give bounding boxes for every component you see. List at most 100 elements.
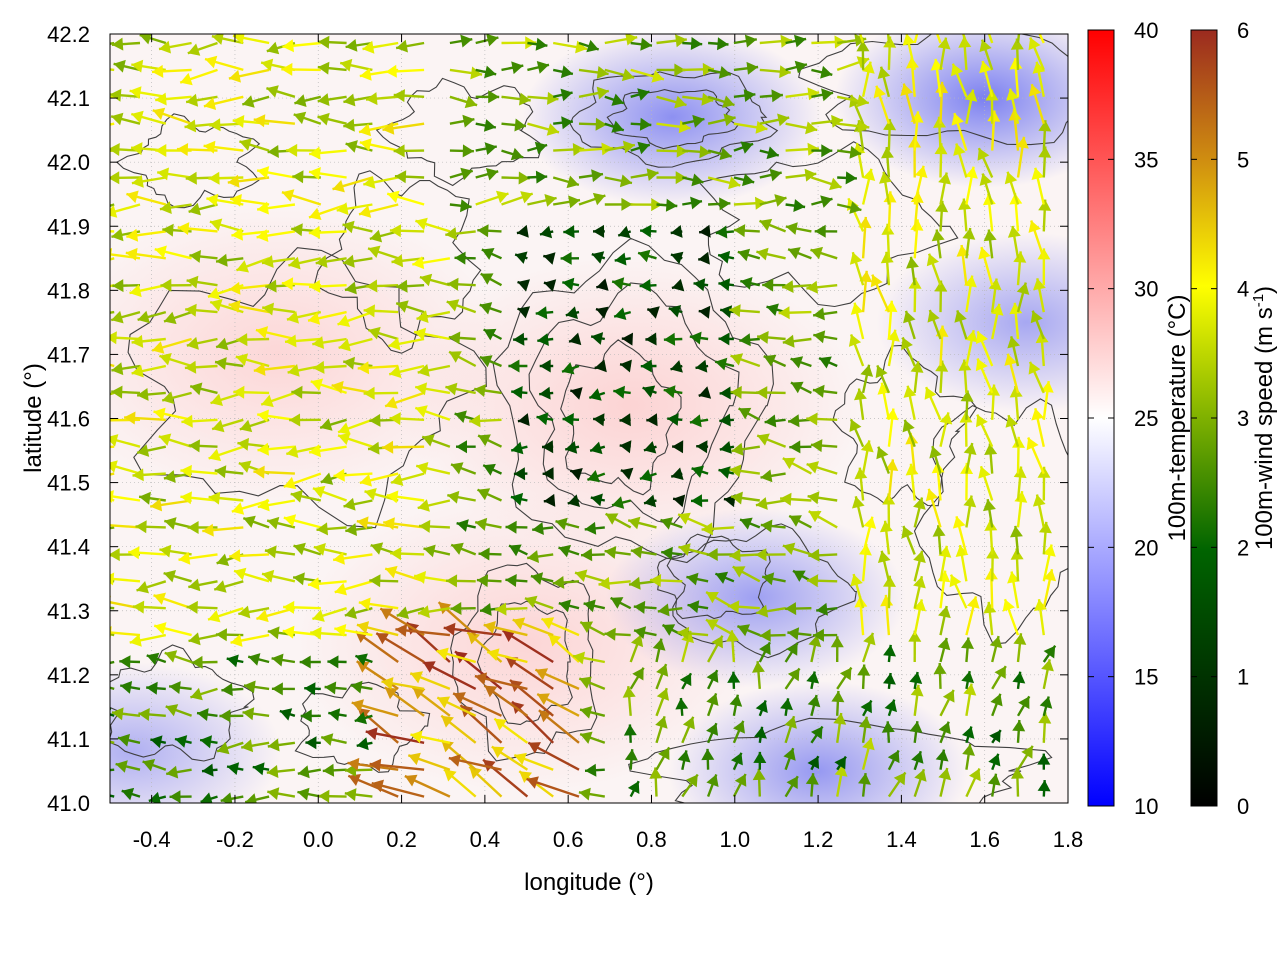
wind-vector-head bbox=[877, 550, 891, 563]
wind-vector-head bbox=[477, 488, 491, 501]
wind-vector-head bbox=[806, 280, 818, 294]
wind-vector-head bbox=[656, 688, 669, 701]
wind-vector-head bbox=[689, 331, 702, 345]
wind-vector-head bbox=[211, 34, 224, 45]
temp-cool-mid-east bbox=[605, 507, 906, 688]
wind-vector-head bbox=[414, 571, 426, 584]
wind-vector-head bbox=[977, 148, 990, 161]
wind-vector-head bbox=[881, 11, 894, 22]
wind-vector-head bbox=[909, 672, 923, 684]
wind-vector-head bbox=[485, 168, 499, 181]
wind-vector-head bbox=[279, 708, 293, 721]
wind-vector-head bbox=[958, 359, 972, 371]
wind-vector-head bbox=[164, 650, 178, 663]
wind-vector-head bbox=[163, 570, 176, 583]
wind-vector-head bbox=[595, 117, 607, 131]
wind-vector-head bbox=[290, 489, 303, 503]
wind-vector-head bbox=[593, 413, 605, 427]
wind-vector-head bbox=[662, 624, 676, 636]
wind-vector-head bbox=[624, 749, 638, 761]
wind-vector-head bbox=[1016, 282, 1030, 295]
wind-vector-head bbox=[1038, 120, 1052, 132]
wind-vector-head bbox=[288, 256, 301, 270]
wind-vector-head bbox=[546, 123, 559, 136]
wind-vector-head bbox=[808, 511, 822, 523]
wind-vector-head bbox=[848, 334, 862, 347]
wind-vector-head bbox=[243, 515, 256, 528]
wind-vector-head bbox=[737, 248, 751, 262]
wind-vector-head bbox=[649, 767, 663, 779]
wind-vector-head bbox=[368, 441, 380, 455]
wind-vector-head bbox=[165, 704, 179, 717]
wind-vector-head bbox=[184, 360, 197, 374]
wind-vector-head bbox=[612, 277, 625, 291]
wind-speed-colorbar-tick-label: 4 bbox=[1237, 277, 1249, 302]
wind-vector-head bbox=[453, 692, 466, 704]
wind-vector-head bbox=[226, 654, 239, 668]
x-tick-label: 1.0 bbox=[719, 827, 750, 852]
wind-vector-head bbox=[622, 140, 635, 154]
wind-vector-head bbox=[480, 273, 494, 285]
wind-vector-head bbox=[782, 280, 794, 293]
wind-vector-head bbox=[450, 602, 462, 615]
wind-vector-head bbox=[860, 364, 874, 377]
wind-vector-head bbox=[449, 351, 462, 363]
wind-vector-head bbox=[537, 333, 549, 346]
wind-vector-head bbox=[186, 336, 199, 350]
wind-vector-head bbox=[229, 549, 241, 563]
contour-line bbox=[606, 89, 739, 150]
wind-vector-head bbox=[253, 114, 266, 128]
wind-vector-head bbox=[821, 144, 833, 158]
wind-vector-head bbox=[437, 696, 451, 709]
wind-vector-head bbox=[159, 353, 172, 366]
wind-vector-head bbox=[512, 701, 525, 714]
wind-vector-head bbox=[257, 166, 270, 179]
wind-vector-head bbox=[598, 576, 611, 590]
wind-vector-head bbox=[234, 567, 247, 581]
wind-vector-head bbox=[701, 748, 715, 761]
x-tick-label: 0.8 bbox=[636, 827, 667, 852]
wind-vector-head bbox=[185, 303, 197, 317]
wind-vector-head bbox=[135, 520, 147, 534]
wind-vector-head bbox=[753, 751, 767, 763]
wind-vector-head bbox=[261, 255, 274, 268]
wind-vector-head bbox=[862, 738, 875, 751]
wind-vector-head bbox=[614, 252, 627, 266]
wind-vector-head bbox=[829, 177, 842, 191]
wind-vector-head bbox=[530, 572, 544, 585]
wind-vector-head bbox=[979, 39, 992, 53]
wind-vector-head bbox=[297, 765, 310, 779]
wind-vector-head bbox=[788, 247, 801, 260]
contour-line bbox=[832, 344, 978, 507]
wind-vector-head bbox=[771, 89, 783, 103]
wind-vector-head bbox=[88, 573, 100, 586]
wind-vector-head bbox=[764, 414, 777, 428]
wind-vector-head bbox=[718, 250, 731, 264]
wind-vector-head bbox=[901, 526, 914, 539]
wind-vector-head bbox=[596, 278, 609, 291]
wind-vector-head bbox=[987, 773, 1001, 786]
wind-vector-head bbox=[217, 741, 230, 755]
wind-vector-head bbox=[591, 169, 603, 183]
wind-vector-head bbox=[794, 34, 807, 48]
wind-vector-head bbox=[388, 337, 401, 351]
x-tick-label: 1.2 bbox=[803, 827, 834, 852]
wind-vector-head bbox=[231, 227, 243, 241]
wind-vector-head bbox=[356, 737, 369, 751]
temp-cool-northeast bbox=[834, 34, 1068, 189]
wind-vector-head bbox=[129, 86, 142, 99]
wind-vector-head bbox=[706, 619, 719, 631]
wind-vector-head bbox=[137, 444, 150, 457]
wind-vector-head bbox=[884, 699, 897, 713]
wind-vector-head bbox=[619, 174, 632, 188]
wind-vector-head bbox=[860, 700, 872, 714]
wind-vector-head bbox=[443, 622, 456, 636]
wind-vector-head bbox=[1009, 386, 1023, 398]
wind-vector-head bbox=[883, 644, 896, 657]
wind-vector-head bbox=[691, 465, 704, 478]
wind-vector-head bbox=[755, 497, 768, 510]
wind-vector-head bbox=[978, 466, 991, 479]
wind-vector-head bbox=[359, 205, 372, 218]
wind-vector-head bbox=[881, 147, 894, 159]
wind-vector-head bbox=[698, 251, 710, 265]
